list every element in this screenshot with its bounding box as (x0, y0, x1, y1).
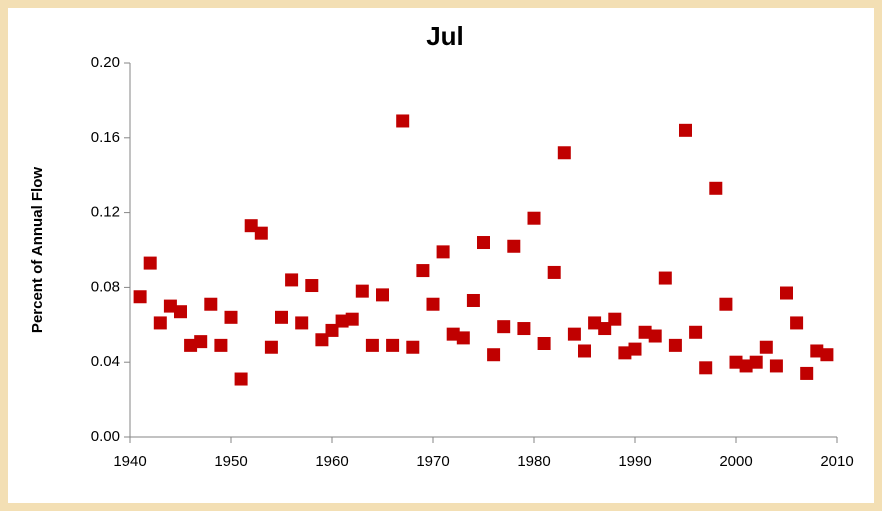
point (194, 335, 208, 349)
y-tick-label: 0.08 (91, 278, 120, 295)
point (739, 359, 753, 373)
x-tick-label: 1950 (214, 453, 247, 470)
y-tick-label: 0.20 (91, 54, 120, 71)
point (153, 316, 167, 330)
point (517, 322, 531, 336)
point (618, 346, 632, 360)
point (466, 293, 480, 307)
point (567, 327, 581, 341)
point (578, 344, 591, 358)
point (254, 226, 268, 240)
point (628, 342, 642, 356)
point (790, 316, 804, 330)
point (446, 327, 460, 341)
point (416, 264, 430, 278)
point (810, 344, 824, 358)
chart-title: Jul (426, 21, 464, 51)
point (477, 236, 490, 250)
point (709, 181, 723, 195)
point (719, 297, 733, 311)
x-tick-label: 1970 (416, 453, 449, 470)
point (295, 316, 309, 330)
point (204, 297, 218, 311)
point (174, 305, 187, 319)
point (234, 372, 248, 386)
point (598, 322, 612, 336)
point (547, 265, 561, 279)
point (759, 340, 773, 354)
point (780, 286, 793, 300)
point (800, 366, 814, 380)
x-tick-label: 1980 (517, 453, 550, 470)
point (355, 284, 369, 298)
point (275, 310, 288, 324)
y-tick-label: 0.04 (91, 353, 120, 370)
point (689, 325, 703, 339)
point (244, 219, 258, 233)
point (769, 359, 783, 373)
point (608, 312, 622, 326)
point (557, 146, 571, 160)
point (335, 314, 349, 328)
point (184, 338, 198, 352)
point (668, 338, 682, 352)
x-tick-label: 2000 (719, 453, 752, 470)
point (143, 256, 157, 270)
point (264, 340, 278, 354)
point (426, 297, 440, 311)
point (396, 114, 410, 128)
point (325, 323, 339, 337)
point (376, 288, 389, 302)
point (487, 348, 501, 362)
point (638, 325, 652, 339)
point (749, 355, 763, 369)
point (365, 338, 379, 352)
point (214, 338, 228, 352)
point (497, 320, 511, 334)
point (537, 337, 551, 350)
y-tick-label: 0.12 (91, 204, 120, 221)
point (345, 312, 359, 326)
point (820, 348, 834, 362)
y-tick-label: 0.00 (91, 428, 120, 445)
y-tick-label: 0.16 (91, 129, 120, 146)
point (406, 340, 420, 354)
point (588, 316, 602, 330)
point (648, 329, 662, 343)
point (285, 273, 299, 287)
point (133, 290, 147, 304)
point (436, 245, 450, 259)
x-tick-label: 1940 (113, 453, 146, 470)
point (527, 211, 541, 225)
y-axis-label: Percent of Annual Flow (29, 167, 46, 333)
point (163, 299, 177, 313)
point (315, 333, 329, 347)
point (305, 279, 319, 293)
x-tick-label: 1990 (618, 453, 651, 470)
x-tick-label: 1960 (315, 453, 348, 470)
point (386, 338, 400, 352)
point (224, 310, 238, 324)
point (729, 355, 743, 369)
x-tick-label: 2010 (820, 453, 853, 470)
point (699, 361, 713, 375)
point (658, 271, 672, 285)
point (507, 239, 521, 253)
point (679, 123, 692, 137)
point (456, 331, 470, 345)
